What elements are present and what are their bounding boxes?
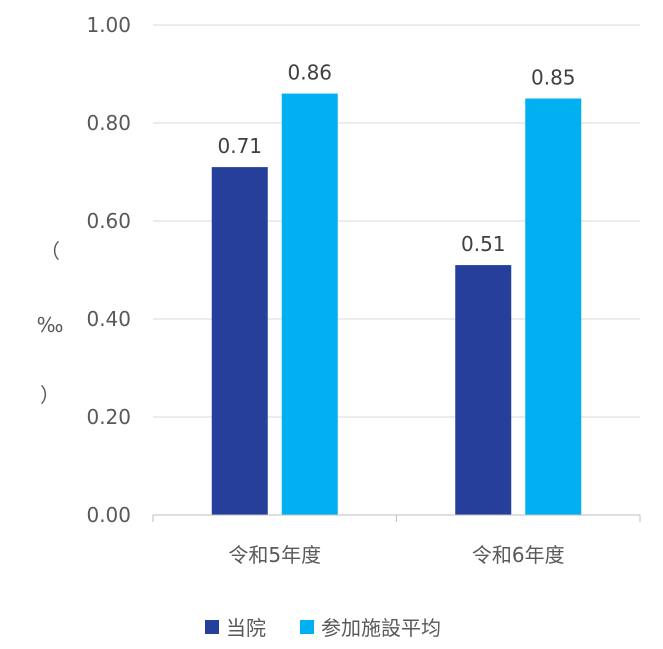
y-label-open-paren: （ <box>40 239 60 263</box>
data-label: 0.51 <box>461 232 506 256</box>
y-axis-ticks: 0.00 0.20 0.40 0.60 0.80 1.00 <box>86 13 131 527</box>
y-label-close-paren: ） <box>40 383 60 407</box>
y-tick-label: 0.60 <box>86 209 131 233</box>
legend-swatch-参加施設平均 <box>300 620 314 634</box>
x-category-label: 令和6年度 <box>472 543 565 567</box>
legend-label-参加施設平均: 参加施設平均 <box>321 616 441 640</box>
bar <box>525 98 582 515</box>
x-category-label: 令和5年度 <box>228 543 321 567</box>
data-label: 0.85 <box>531 66 576 90</box>
y-axis-label: （ ‰ ） <box>37 239 64 407</box>
y-tick-label: 1.00 <box>86 13 131 37</box>
legend-label-当院: 当院 <box>226 616 266 640</box>
bars <box>211 93 582 515</box>
data-label: 0.71 <box>217 134 262 158</box>
x-axis: 令和5年度 令和6年度 <box>152 514 641 567</box>
bar <box>281 93 338 515</box>
y-tick-label: 0.00 <box>86 503 131 527</box>
y-tick-label: 0.20 <box>86 405 131 429</box>
legend: 当院 参加施設平均 <box>205 616 441 640</box>
bar <box>211 167 268 515</box>
y-label-permille: ‰ <box>37 313 64 337</box>
legend-swatch-当院 <box>205 620 219 634</box>
y-tick-label: 0.80 <box>86 111 131 135</box>
data-label: 0.86 <box>287 61 332 85</box>
bar <box>455 265 512 515</box>
y-tick-label: 0.40 <box>86 307 131 331</box>
data-labels: 0.71 0.86 0.51 0.85 <box>217 61 575 257</box>
